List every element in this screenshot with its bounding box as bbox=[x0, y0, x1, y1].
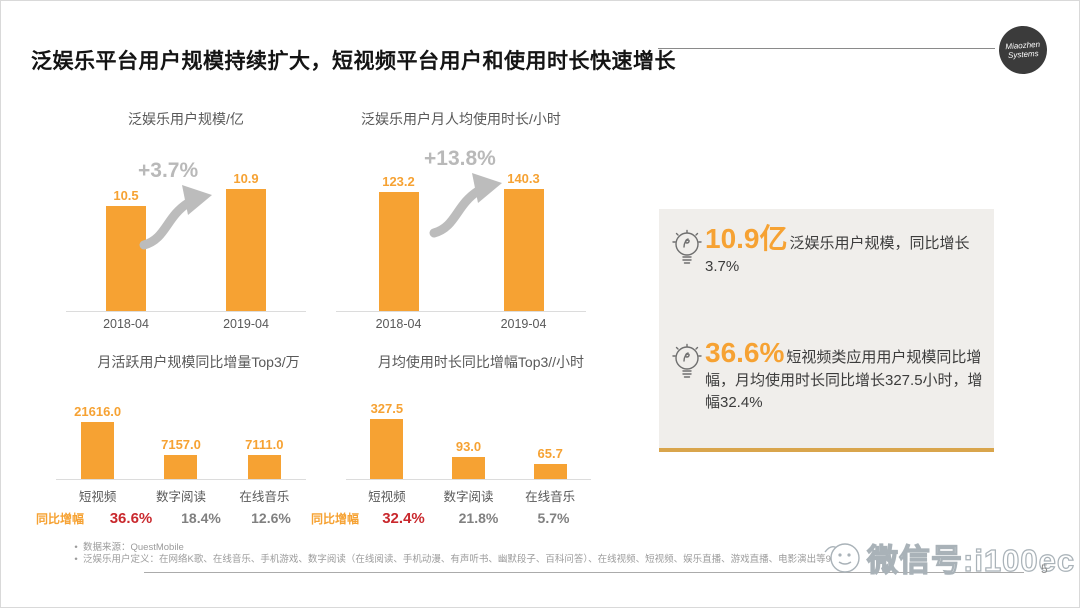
yoy-value: 21.8% bbox=[458, 510, 499, 526]
growth-annotation: +13.8% bbox=[424, 147, 496, 170]
x-tick: 短视频 bbox=[78, 490, 117, 504]
page-title: 泛娱乐平台用户规模持续扩大，短视频平台用户和使用时长快速增长 bbox=[31, 50, 676, 74]
x-tick: 在线音乐 bbox=[239, 490, 290, 504]
chart-user-scale: 泛娱乐用户规模/亿 10.5 10.9 2018-04 2019-04 +3.7… bbox=[66, 101, 306, 336]
footnote-definition: • 泛娱乐用户定义：在网络K歌、在线音乐、手机游戏、数字阅读（在线阅读、手机动漫、… bbox=[69, 554, 859, 566]
insight-text: 36.6% 短视频类应用用户规模同比增幅，月均使用时长同比增长327.5小时，增幅… bbox=[705, 339, 984, 415]
bar-value-label: 140.3 bbox=[507, 171, 540, 186]
bar-group: 21616.0 bbox=[56, 404, 139, 479]
bar-value-label: 10.5 bbox=[113, 188, 139, 203]
insight-highlight: 10.9亿 bbox=[705, 223, 788, 254]
x-tick: 2018-04 bbox=[103, 317, 149, 331]
bar-group: 327.5 bbox=[346, 401, 428, 479]
page-number: 5 bbox=[1041, 562, 1048, 576]
chart-mau-growth-top3: 月活跃用户规模同比增量Top3/万 21616.0 7157.0 7111.0 … bbox=[36, 346, 306, 536]
bar-value-label: 10.9 bbox=[233, 171, 259, 186]
lightbulb-icon bbox=[672, 343, 702, 378]
bar-plot: 327.5 93.0 65.7 bbox=[346, 401, 591, 480]
yoy-value: 5.7% bbox=[537, 510, 570, 526]
bar-value-label: 123.2 bbox=[382, 174, 415, 189]
bar bbox=[247, 455, 281, 479]
yoy-value: 36.6% bbox=[109, 510, 153, 527]
bar bbox=[81, 422, 115, 479]
yoy-row-label: 同比增幅 bbox=[311, 512, 360, 526]
miaozhen-logo: Miaozhen Systems bbox=[997, 24, 1049, 76]
bar-value-label: 7157.0 bbox=[161, 437, 201, 452]
bar-group: 10.9 bbox=[186, 171, 306, 311]
bar-value-label: 327.5 bbox=[370, 401, 404, 416]
growth-arrow-icon bbox=[429, 173, 502, 238]
insight-text: 10.9亿 泛娱乐用户规模，同比增长3.7% bbox=[705, 225, 984, 278]
chart-title: 泛娱乐用户规模/亿 bbox=[128, 111, 244, 127]
bar bbox=[164, 455, 198, 479]
watermark-text: 微信号:i100ec bbox=[866, 542, 1076, 578]
x-axis-labels: 短视频 数字阅读 在线音乐 bbox=[346, 486, 591, 505]
growth-arrow-icon bbox=[139, 185, 212, 250]
x-tick: 2018-04 bbox=[375, 317, 422, 331]
x-axis-labels: 2018-04 2019-04 bbox=[66, 317, 306, 331]
bullet-icon: • bbox=[74, 542, 78, 553]
bullet-icon: • bbox=[74, 554, 78, 565]
bar-group: 10.5 bbox=[66, 171, 186, 311]
insight-item: 10.9亿 泛娱乐用户规模，同比增长3.7% bbox=[669, 225, 984, 278]
x-tick: 2019-04 bbox=[500, 317, 547, 331]
bar-group: 140.3 bbox=[461, 171, 586, 311]
bar-group: 7157.0 bbox=[139, 404, 222, 479]
bar-group: 93.0 bbox=[428, 401, 510, 479]
bar-plot: 123.2 140.3 bbox=[336, 171, 586, 312]
x-tick: 短视频 bbox=[368, 490, 406, 504]
bar-group: 7111.0 bbox=[223, 404, 306, 479]
yoy-growth-row: 同比增幅 36.6% 18.4% 12.6% bbox=[36, 510, 306, 527]
bar-plot: 10.5 10.9 bbox=[66, 171, 306, 312]
lightbulb-icon bbox=[672, 229, 702, 264]
chart-title: 月活跃用户规模同比增量Top3/万 bbox=[97, 354, 300, 370]
bar-value-label: 21616.0 bbox=[74, 404, 122, 419]
bar-value-label: 7111.0 bbox=[245, 437, 284, 452]
bar-value-label: 65.7 bbox=[537, 446, 563, 461]
x-tick: 2019-04 bbox=[223, 317, 269, 331]
watermark-underline bbox=[144, 572, 1024, 573]
chart-title: 泛娱乐用户月人均使用时长/小时 bbox=[361, 111, 561, 127]
insight-body: 泛娱乐用户规模，同比增长3.7% bbox=[705, 235, 970, 275]
x-tick: 数字阅读 bbox=[443, 490, 494, 504]
chart-usage-growth-top3: 月均使用时长同比增幅Top3//小时 327.5 93.0 65.7 短视频 数… bbox=[311, 346, 591, 536]
bar-group: 123.2 bbox=[336, 171, 461, 311]
insight-item: 36.6% 短视频类应用用户规模同比增幅，月均使用时长同比增长327.5小时，增幅… bbox=[669, 339, 984, 415]
bar-value-label: 93.0 bbox=[455, 439, 482, 454]
yoy-value: 32.4% bbox=[382, 510, 425, 527]
bar-group: 65.7 bbox=[509, 401, 591, 479]
yoy-row-label: 同比增幅 bbox=[36, 512, 85, 526]
wechat-face-icon bbox=[824, 542, 860, 573]
insight-panel: 10.9亿 泛娱乐用户规模，同比增长3.7% 36.6% 短视频类应用用户规模同比增… bbox=[659, 209, 994, 452]
insight-body: 短视频类应用用户规模同比增幅，月均使用时长同比增长327.5小时，增幅32.4% bbox=[705, 349, 983, 411]
logo-line2: Systems bbox=[1007, 48, 1039, 61]
x-tick: 数字阅读 bbox=[155, 490, 206, 504]
header-divider-line bbox=[658, 48, 995, 49]
bar-plot: 21616.0 7157.0 7111.0 bbox=[56, 404, 306, 480]
bar bbox=[370, 419, 404, 479]
x-tick: 在线音乐 bbox=[525, 490, 576, 504]
bar bbox=[226, 189, 266, 311]
footnote-source: • 数据来源：QuestMobile bbox=[69, 542, 859, 554]
yoy-value: 18.4% bbox=[181, 510, 221, 526]
chart-title: 月均使用时长同比增幅Top3//小时 bbox=[377, 354, 585, 370]
x-axis-labels: 2018-04 2019-04 bbox=[336, 317, 586, 331]
watermark: 微信号:i100ec bbox=[823, 535, 1075, 580]
bar bbox=[378, 192, 419, 311]
yoy-value: 12.6% bbox=[251, 510, 291, 526]
insight-highlight: 36.6% bbox=[705, 337, 785, 368]
yoy-growth-row: 同比增幅 32.4% 21.8% 5.7% bbox=[311, 510, 591, 527]
chart-usage-time: 泛娱乐用户月人均使用时长/小时 123.2 140.3 2018-04 2019… bbox=[336, 101, 586, 336]
growth-annotation: +3.7% bbox=[138, 159, 199, 182]
x-axis-labels: 短视频 数字阅读 在线音乐 bbox=[56, 486, 306, 505]
bar bbox=[533, 464, 567, 479]
bar bbox=[452, 457, 485, 479]
bar bbox=[503, 189, 544, 311]
bar bbox=[106, 206, 146, 311]
footnotes: • 数据来源：QuestMobile • 泛娱乐用户定义：在网络K歌、在线音乐、手机… bbox=[69, 542, 859, 566]
